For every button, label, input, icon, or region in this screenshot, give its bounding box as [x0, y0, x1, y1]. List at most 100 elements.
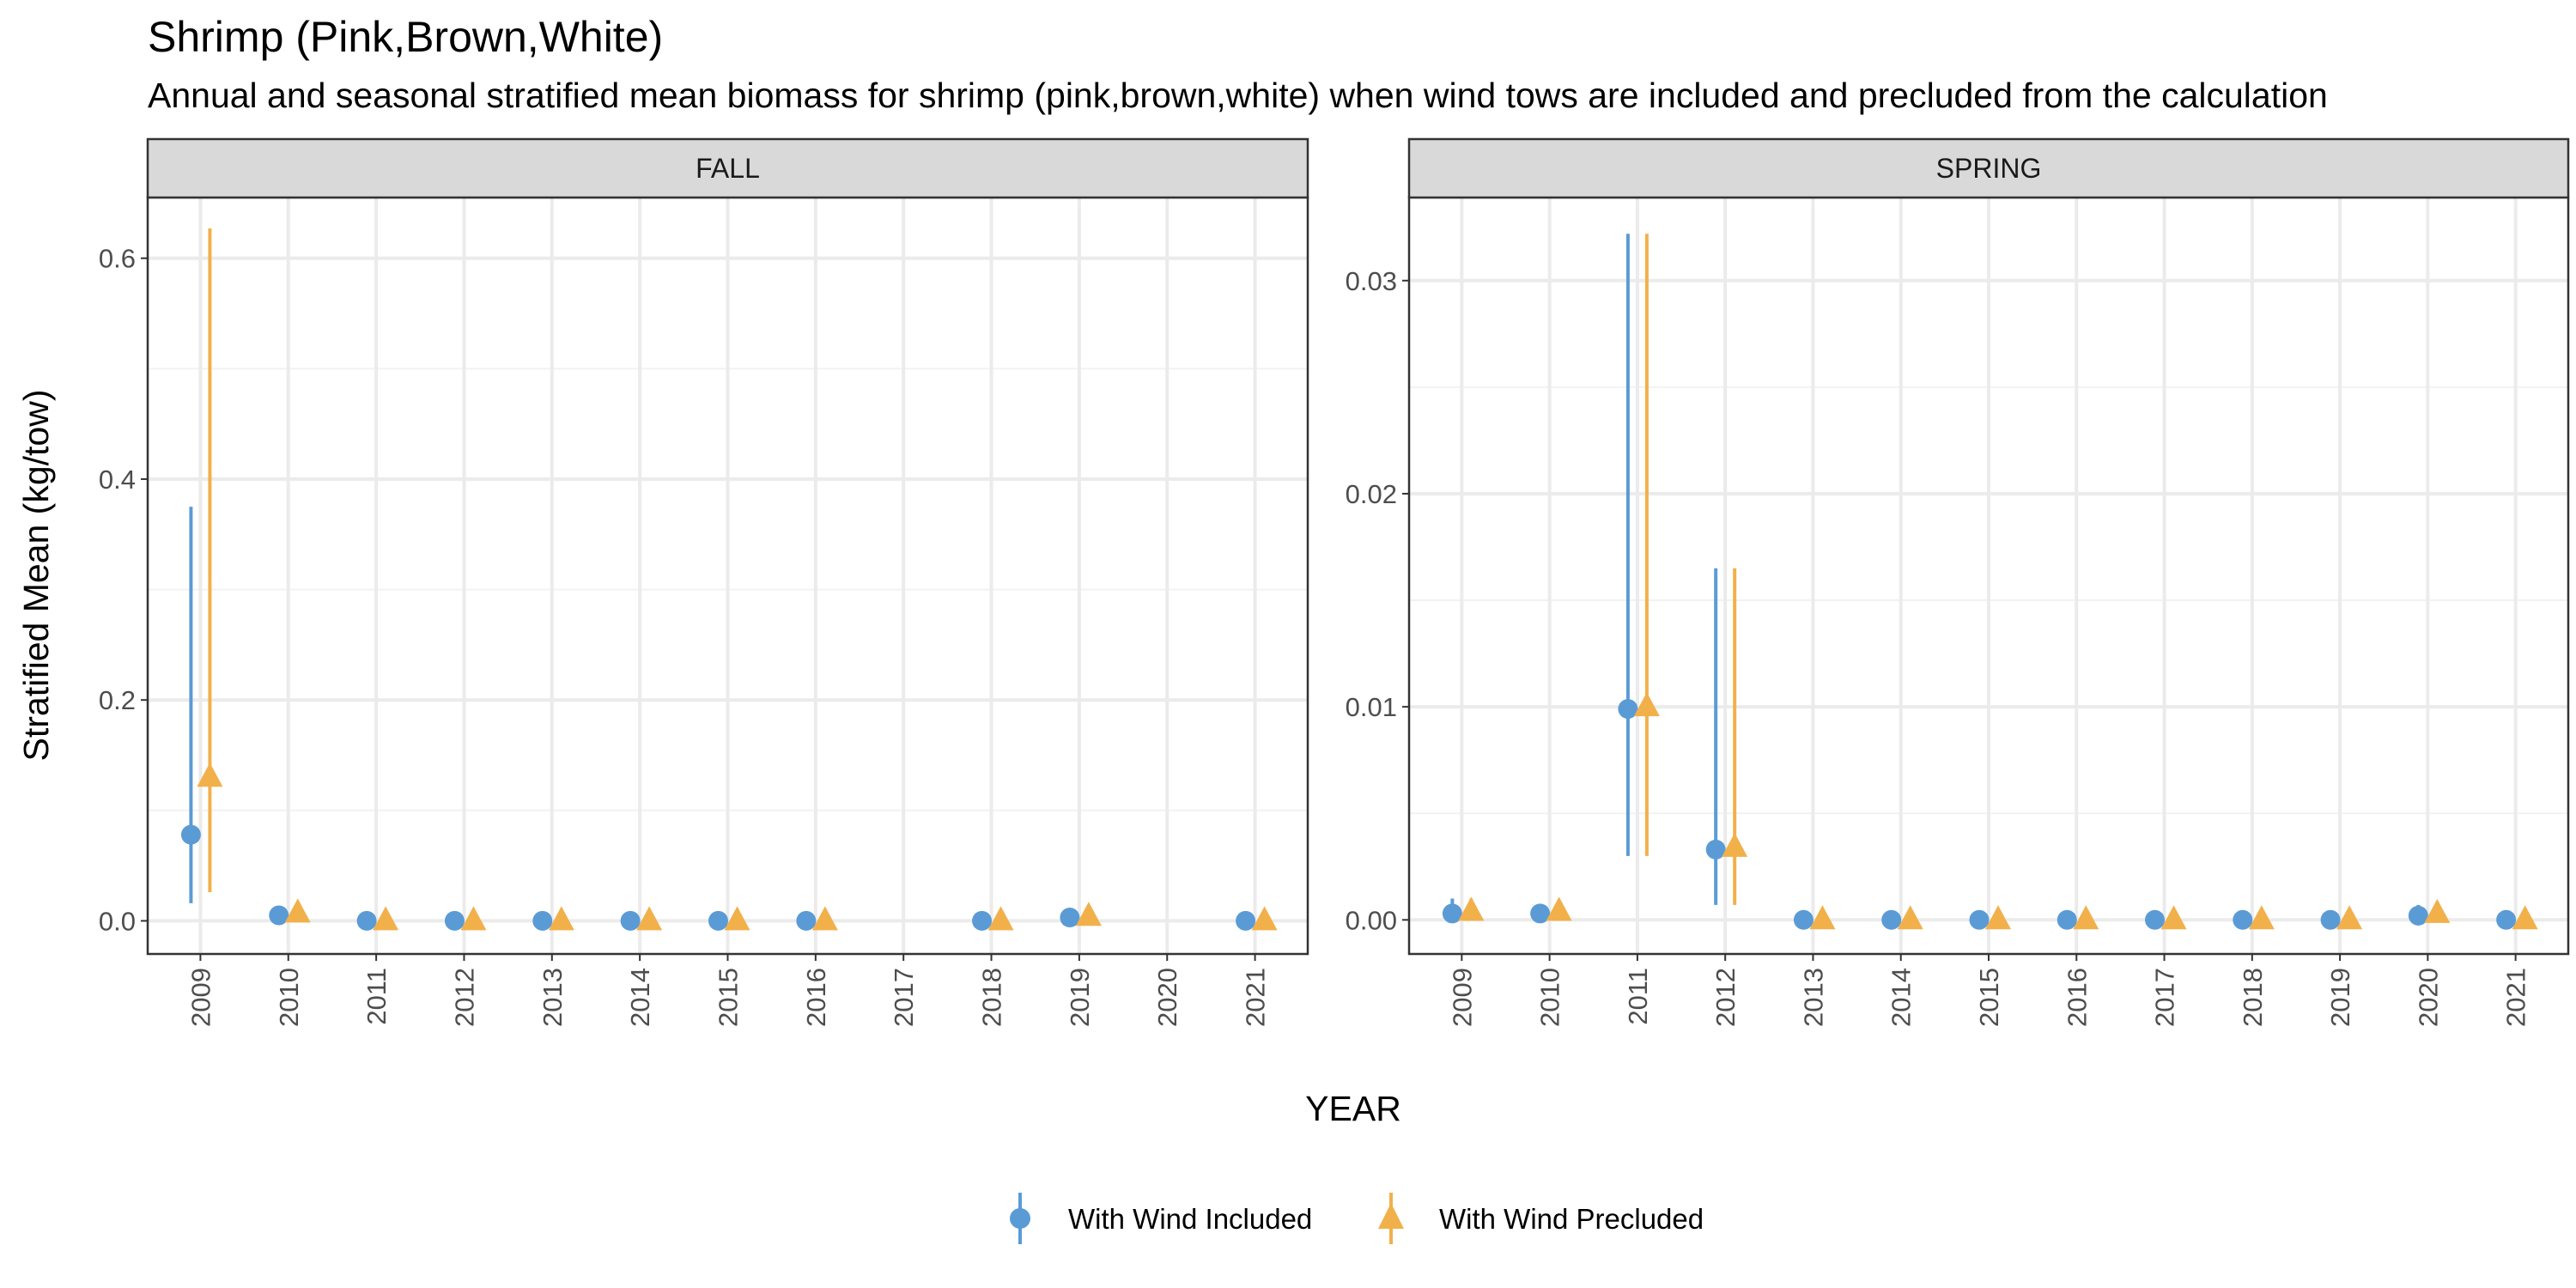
data-point-included — [1705, 839, 1726, 860]
data-point-precluded — [724, 906, 750, 931]
data-point-precluded — [2424, 898, 2451, 923]
x-tick-label: 2009 — [1447, 968, 1477, 1027]
data-point-precluded — [1809, 905, 1836, 930]
x-tick-label: 2012 — [449, 968, 479, 1027]
data-point-included — [1793, 909, 1814, 930]
x-tick-label: 2011 — [1623, 968, 1653, 1025]
x-tick-label: 2014 — [1886, 968, 1917, 1027]
x-tick-label: 2016 — [801, 968, 831, 1027]
data-point-included — [356, 910, 377, 931]
legend-item-included: With Wind Included — [1010, 1193, 1312, 1244]
y-axis-title: Stratified Mean (kg/tow) — [16, 390, 56, 762]
x-tick-label: 2009 — [185, 968, 216, 1027]
data-point-included — [1881, 909, 1902, 930]
data-point-precluded — [2073, 905, 2099, 930]
x-tick-label: 2018 — [2238, 968, 2268, 1027]
x-tick-label: 2018 — [977, 968, 1007, 1027]
x-tick-label: 2016 — [2062, 968, 2092, 1027]
y-tick-label: 0.4 — [99, 465, 136, 495]
data-point-included — [2408, 905, 2428, 926]
data-point-precluded — [1251, 906, 1278, 931]
data-point-included — [2233, 909, 2253, 930]
data-point-included — [708, 910, 728, 931]
data-point-precluded — [1546, 896, 1572, 921]
x-axis-title: YEAR — [1305, 1089, 1401, 1128]
facet-strip-label: FALL — [696, 153, 760, 184]
data-point-included — [972, 910, 993, 931]
legend-key-circle — [1010, 1208, 1030, 1229]
panel-spring: 0.00 0.01 0.02 0.03 2009 2010 2011 2012 2013 2014… — [1346, 137, 2570, 1027]
data-point-included — [1969, 909, 1990, 930]
data-point-included — [1236, 910, 1256, 931]
x-tick-label: 2019 — [1065, 968, 1095, 1027]
y-tick-label: 0.03 — [1346, 266, 1397, 296]
data-point-precluded — [284, 898, 311, 923]
x-tick-label: 2012 — [1710, 968, 1741, 1027]
legend-label: With Wind Precluded — [1439, 1203, 1704, 1235]
facet-strip — [146, 137, 1309, 199]
y-tick-label: 0.6 — [99, 244, 136, 274]
data-point-included — [796, 910, 817, 931]
x-tick-label: 2010 — [274, 968, 304, 1027]
data-point-included — [1442, 903, 1462, 924]
data-point-precluded — [1897, 905, 1923, 930]
data-point-precluded — [2512, 905, 2538, 930]
data-point-precluded — [548, 906, 574, 931]
data-point-included — [620, 910, 641, 931]
data-point-included — [1530, 903, 1551, 924]
x-tick-label: 2021 — [1241, 968, 1271, 1027]
x-tick-label: 2015 — [1974, 968, 2004, 1027]
x-tick-label: 2011 — [361, 968, 392, 1025]
x-tick-label: 2017 — [889, 968, 919, 1027]
y-tick-label: 0.00 — [1346, 905, 1397, 935]
x-tick-label: 2020 — [1152, 968, 1182, 1027]
x-tick-label: 2015 — [714, 968, 744, 1027]
chart-title: Shrimp (Pink,Brown,White) — [148, 13, 664, 61]
x-tick-label: 2020 — [2413, 968, 2443, 1027]
x-tick-label: 2021 — [2501, 968, 2531, 1027]
legend-item-precluded: With Wind Precluded — [1378, 1193, 1704, 1244]
y-tick-label: 0.02 — [1346, 479, 1397, 509]
y-tick-label: 0.2 — [99, 685, 136, 715]
facet-strip — [1407, 137, 2570, 199]
data-point-included — [2320, 909, 2341, 930]
x-tick-label: 2019 — [2325, 968, 2355, 1027]
y-tick-label: 0.0 — [99, 906, 136, 936]
x-tick-label: 2014 — [625, 968, 655, 1027]
panel-fall: 0.0 0.2 0.4 0.6 2009 2010 2011 2012 2013 2014 2015… — [99, 137, 1309, 1027]
data-point-precluded — [2336, 905, 2363, 930]
data-point-precluded — [2248, 905, 2275, 930]
x-tick-label: 2013 — [538, 968, 568, 1027]
data-point-precluded — [460, 906, 487, 931]
data-point-precluded — [987, 906, 1014, 931]
y-tick-label: 0.01 — [1346, 692, 1397, 722]
data-point-precluded — [197, 762, 223, 787]
data-point-included — [444, 910, 465, 931]
x-tick-label: 2010 — [1535, 968, 1565, 1027]
data-point-included — [532, 910, 553, 931]
legend-key-triangle — [1378, 1203, 1404, 1229]
data-point-precluded — [2160, 905, 2187, 930]
legend-label: With Wind Included — [1068, 1203, 1312, 1235]
data-point-included — [180, 824, 201, 845]
x-tick-label: 2017 — [2150, 968, 2180, 1027]
data-point-precluded — [1633, 692, 1660, 717]
facet-strip-label: SPRING — [1936, 153, 2042, 184]
data-point-included — [2496, 909, 2517, 930]
data-point-included — [269, 905, 289, 926]
data-point-precluded — [373, 906, 399, 931]
data-point-precluded — [811, 906, 838, 931]
data-point-included — [1618, 699, 1638, 720]
data-point-precluded — [1075, 902, 1102, 927]
chart-subtitle: Annual and seasonal stratified mean biom… — [148, 76, 2328, 115]
data-point-precluded — [1458, 896, 1485, 921]
data-point-included — [2145, 909, 2166, 930]
data-point-precluded — [636, 906, 663, 931]
data-point-precluded — [1722, 832, 1748, 857]
data-point-included — [2057, 909, 2077, 930]
x-tick-label: 2013 — [1798, 968, 1828, 1027]
data-point-included — [1060, 908, 1080, 928]
legend: With Wind Included With Wind Precluded — [1010, 1193, 1704, 1244]
data-point-precluded — [1985, 905, 2011, 930]
